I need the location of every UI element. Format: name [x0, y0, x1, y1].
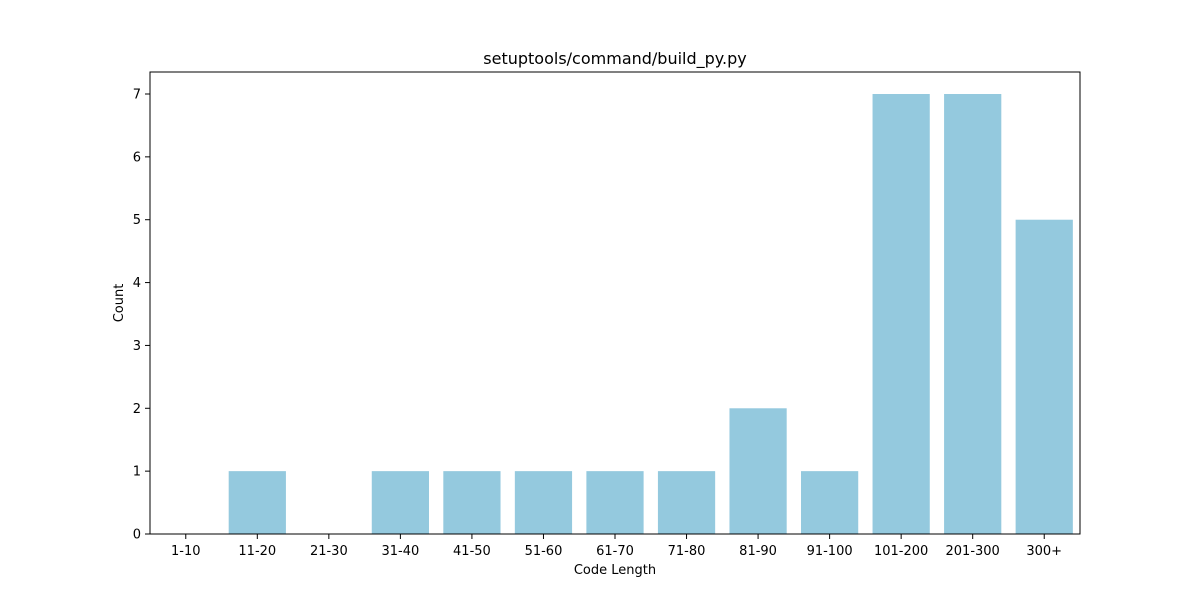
- bar-41-50: [443, 471, 501, 534]
- y-tick-label: 7: [133, 88, 141, 103]
- y-tick-label: 1: [133, 465, 141, 480]
- x-tick-label: 61-70: [596, 544, 634, 559]
- y-tick-label: 4: [133, 276, 141, 291]
- bar-101-200: [872, 94, 930, 534]
- y-tick-label: 3: [133, 339, 141, 354]
- bars-layer: [228, 94, 1073, 534]
- x-tick-label: 11-20: [238, 544, 276, 559]
- y-tick-label: 0: [133, 528, 141, 543]
- x-tick-label: 300+: [1026, 544, 1062, 559]
- chart-title: setuptools/command/build_py.py: [483, 49, 746, 69]
- x-tick-label: 91-100: [807, 544, 853, 559]
- x-tick-label: 51-60: [525, 544, 563, 559]
- bar-61-70: [586, 471, 644, 534]
- x-tick-label: 71-80: [668, 544, 706, 559]
- bar-51-60: [514, 471, 573, 534]
- x-tick-label: 31-40: [381, 544, 419, 559]
- x-tick-label: 101-200: [874, 544, 928, 559]
- bar-300+: [1015, 219, 1073, 534]
- x-axis-title: Code Length: [574, 563, 656, 578]
- bar-31-40: [371, 471, 429, 534]
- bar-91-100: [801, 471, 859, 534]
- y-tick-label: 2: [133, 402, 141, 417]
- x-tick-label: 1-10: [171, 544, 201, 559]
- bar-71-80: [657, 471, 716, 534]
- x-tick-label: 21-30: [310, 544, 348, 559]
- y-axis-title: Count: [112, 284, 127, 323]
- y-tick-label: 6: [133, 150, 141, 165]
- bar-11-20: [228, 471, 286, 534]
- x-axis: 1-10 11-20 21-30 31-40 41-50 51-60 61-70 71-80 8…: [171, 534, 1062, 559]
- y-tick-label: 5: [133, 213, 141, 228]
- bar-201-300: [944, 94, 1002, 534]
- y-axis: 0 1 2 3 4 5 6 7: [133, 88, 150, 543]
- x-tick-label: 41-50: [453, 544, 491, 559]
- bar-81-90: [729, 408, 787, 534]
- x-tick-label: 81-90: [739, 544, 777, 559]
- plot-frame: [149, 71, 1081, 535]
- x-tick-label: 201-300: [946, 544, 1000, 559]
